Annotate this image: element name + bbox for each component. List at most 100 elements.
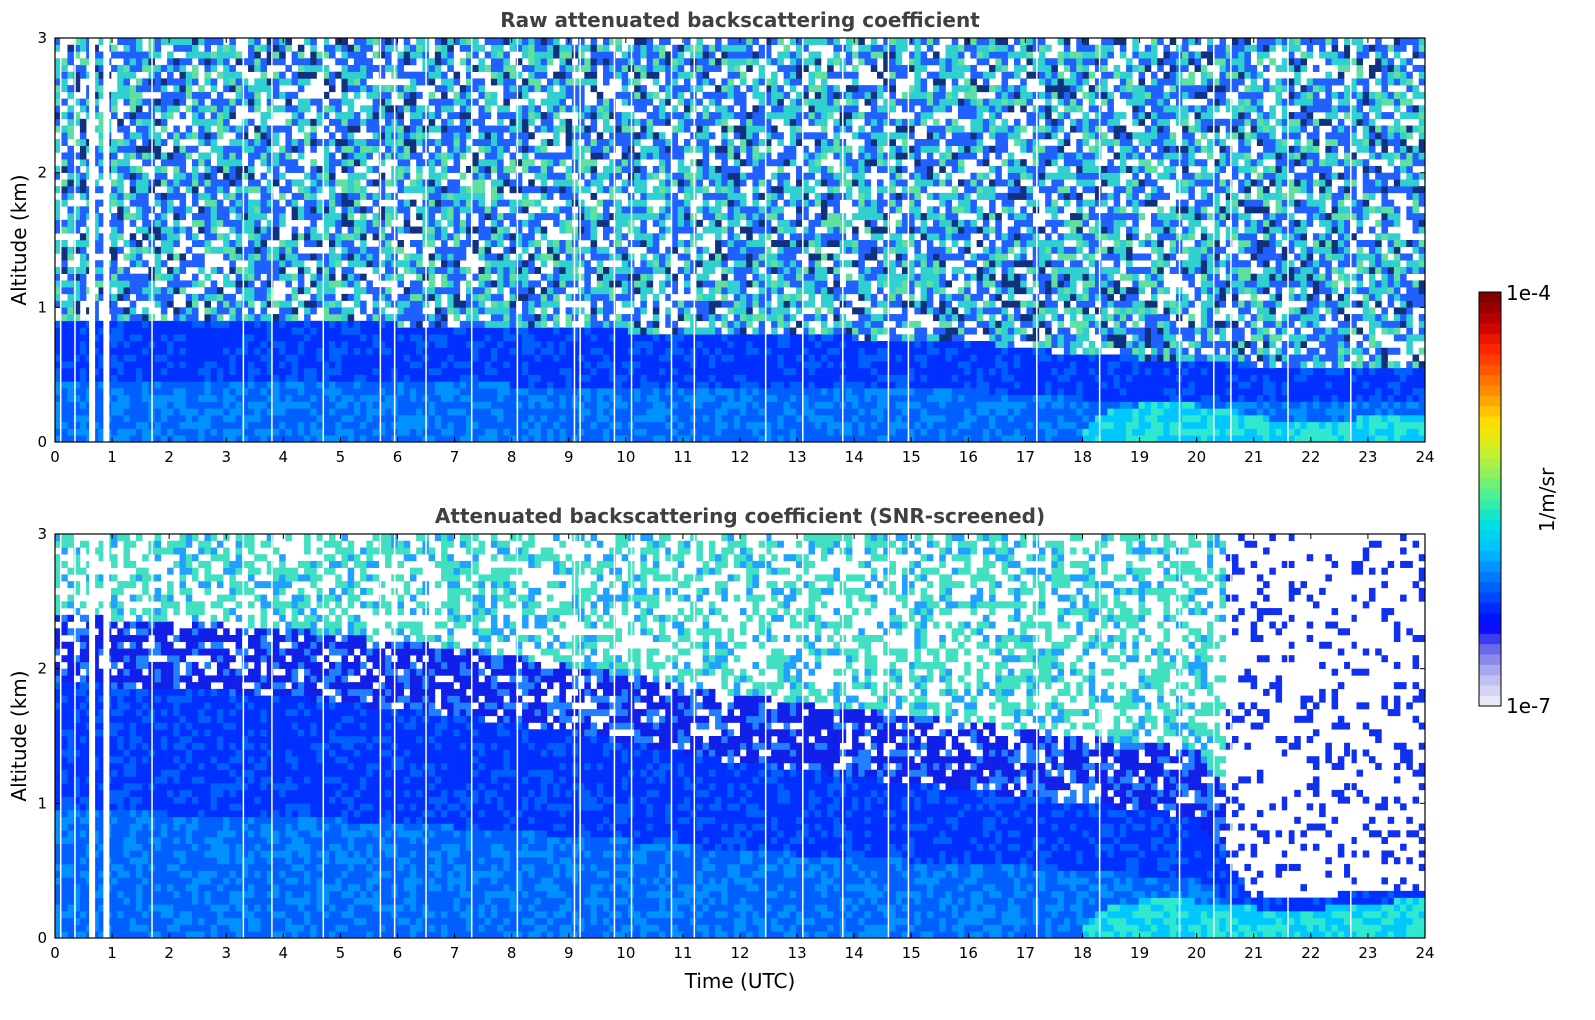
heatmap-cell (117, 64, 124, 72)
heatmap-cell (241, 347, 249, 355)
heatmap-cell (459, 98, 467, 106)
heatmap-cell (478, 145, 485, 153)
heatmap-cell (590, 159, 598, 167)
heatmap-cell (578, 347, 585, 355)
heatmap-cell (634, 71, 641, 79)
heatmap-cell (515, 394, 523, 402)
heatmap-cell (360, 85, 367, 93)
heatmap-cell (503, 38, 510, 46)
heatmap-cell (272, 428, 280, 436)
heatmap-cell (123, 85, 131, 93)
heatmap-cell (335, 112, 342, 120)
heatmap-cell (279, 246, 286, 254)
heatmap-cell (117, 428, 124, 436)
heatmap-cell (241, 293, 249, 301)
heatmap-cell (416, 44, 423, 52)
heatmap-cell (297, 347, 305, 355)
heatmap-cell (472, 139, 479, 147)
heatmap-cell (397, 374, 405, 382)
heatmap-cell (210, 341, 218, 349)
heatmap-cell (55, 246, 62, 254)
heatmap-cell (434, 172, 442, 180)
heatmap-cell (403, 206, 411, 214)
heatmap-cell (335, 354, 342, 362)
heatmap-cell (584, 145, 591, 153)
heatmap-cell (428, 78, 436, 86)
heatmap-cell (73, 347, 81, 355)
heatmap-cell (142, 125, 149, 133)
heatmap-cell (229, 280, 236, 288)
heatmap-cell (503, 354, 510, 362)
heatmap-cell (55, 293, 62, 301)
heatmap-cell (254, 145, 261, 153)
heatmap-cell (216, 71, 224, 79)
heatmap-cell (497, 415, 504, 423)
heatmap-cell (179, 91, 187, 99)
heatmap-cell (578, 367, 585, 375)
heatmap-cell (497, 78, 504, 86)
heatmap-cell (341, 280, 348, 288)
heatmap-cell (584, 206, 591, 214)
heatmap-cell (341, 374, 348, 382)
heatmap-cell (441, 394, 448, 402)
heatmap-cell (534, 347, 542, 355)
heatmap-cell (204, 165, 211, 173)
heatmap-cell (652, 401, 660, 409)
heatmap-cell (192, 401, 199, 409)
heatmap-cell (472, 341, 479, 349)
heatmap-cell (111, 159, 118, 167)
heatmap-cell (92, 428, 99, 436)
heatmap-cell (472, 152, 479, 160)
heatmap-cell (61, 159, 68, 167)
heatmap-cell (135, 293, 143, 301)
heatmap-cell (659, 112, 666, 120)
heatmap-cell (360, 145, 367, 153)
heatmap-cell (490, 428, 498, 436)
heatmap-cell (335, 125, 342, 133)
heatmap-cell (385, 145, 392, 153)
heatmap-cell (428, 435, 436, 443)
heatmap-cell (154, 51, 162, 59)
heatmap-cell (497, 44, 504, 52)
heatmap-cell (135, 388, 143, 396)
heatmap-cell (204, 58, 211, 66)
heatmap-cell (515, 112, 523, 120)
heatmap-cell (403, 44, 411, 52)
heatmap-cell (646, 347, 654, 355)
heatmap-cell (160, 226, 168, 234)
heatmap-cell (453, 246, 461, 254)
heatmap-cell (459, 320, 467, 328)
heatmap-cell (546, 78, 554, 86)
heatmap-cell (154, 273, 162, 281)
heatmap-cell (254, 206, 261, 214)
heatmap-cell (204, 334, 211, 342)
heatmap-cell (310, 44, 317, 52)
heatmap-cell (503, 341, 510, 349)
heatmap-cell (403, 159, 411, 167)
heatmap-cell (179, 394, 187, 402)
heatmap-cell (291, 118, 299, 126)
heatmap-cell (509, 112, 517, 120)
heatmap-cell (204, 206, 211, 214)
heatmap-cell (434, 300, 442, 308)
heatmap-cell (677, 172, 685, 180)
heatmap-cell (204, 64, 211, 72)
heatmap-cell (434, 314, 442, 322)
heatmap-cell (111, 44, 118, 52)
heatmap-cell (466, 347, 473, 355)
heatmap-cell (185, 58, 193, 66)
heatmap-cell (216, 394, 224, 402)
heatmap-cell (297, 408, 305, 416)
heatmap-cell (546, 428, 554, 436)
heatmap-cell (509, 260, 517, 268)
heatmap-cell (61, 186, 68, 194)
heatmap-cell (322, 260, 330, 268)
heatmap-cell (671, 213, 679, 221)
heatmap-cell (335, 280, 342, 288)
heatmap-cell (266, 354, 274, 362)
heatmap-cell (385, 300, 392, 308)
heatmap-cell (260, 125, 268, 133)
heatmap-cell (671, 361, 679, 369)
heatmap-cell (447, 233, 454, 241)
heatmap-cell (304, 213, 311, 221)
